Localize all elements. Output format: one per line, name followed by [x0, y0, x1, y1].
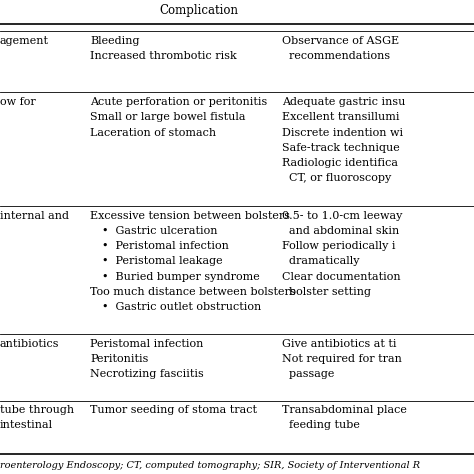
- Text: antibiotics: antibiotics: [0, 339, 60, 349]
- Text: Observance of ASGE: Observance of ASGE: [282, 36, 399, 46]
- Text: Radiologic identifica: Radiologic identifica: [282, 158, 398, 168]
- Text: Peritonitis: Peritonitis: [90, 354, 148, 364]
- Text: feeding tube: feeding tube: [282, 420, 360, 430]
- Text: intestinal: intestinal: [0, 420, 53, 430]
- Text: Discrete indention wi: Discrete indention wi: [282, 128, 403, 137]
- Text: Adequate gastric insu: Adequate gastric insu: [282, 97, 405, 107]
- Text: CT, or fluoroscopy: CT, or fluoroscopy: [282, 173, 391, 183]
- Text: Peristomal infection: Peristomal infection: [90, 339, 203, 349]
- Text: •  Gastric outlet obstruction: • Gastric outlet obstruction: [102, 302, 261, 312]
- Text: Too much distance between bolsters: Too much distance between bolsters: [90, 287, 296, 297]
- Text: 0.5- to 1.0-cm leeway: 0.5- to 1.0-cm leeway: [282, 211, 402, 221]
- Text: and abdominal skin: and abdominal skin: [282, 226, 399, 236]
- Text: Necrotizing fasciitis: Necrotizing fasciitis: [90, 369, 204, 379]
- Text: Tumor seeding of stoma tract: Tumor seeding of stoma tract: [90, 405, 257, 415]
- Text: Excellent transillumi: Excellent transillumi: [282, 112, 400, 122]
- Text: Small or large bowel fistula: Small or large bowel fistula: [90, 112, 246, 122]
- Text: Follow periodically i: Follow periodically i: [282, 241, 395, 251]
- Text: Safe-track technique: Safe-track technique: [282, 143, 400, 153]
- Text: •  Peristomal infection: • Peristomal infection: [102, 241, 229, 251]
- Text: roenterology Endoscopy; CT, computed tomography; SIR, Society of Interventional : roenterology Endoscopy; CT, computed tom…: [0, 461, 420, 470]
- Text: bolster setting: bolster setting: [282, 287, 371, 297]
- Text: passage: passage: [282, 369, 334, 379]
- Text: Bleeding: Bleeding: [90, 36, 139, 46]
- Text: •  Gastric ulceration: • Gastric ulceration: [102, 226, 218, 236]
- Text: Acute perforation or peritonitis: Acute perforation or peritonitis: [90, 97, 267, 107]
- Text: internal and: internal and: [0, 211, 69, 221]
- Text: Not required for tran: Not required for tran: [282, 354, 402, 364]
- Text: dramatically: dramatically: [282, 256, 360, 266]
- Text: Complication: Complication: [160, 4, 238, 17]
- Text: Increased thrombotic risk: Increased thrombotic risk: [90, 51, 237, 61]
- Text: Transabdominal place: Transabdominal place: [282, 405, 407, 415]
- Text: recommendations: recommendations: [282, 51, 390, 61]
- Text: Give antibiotics at ti: Give antibiotics at ti: [282, 339, 397, 349]
- Text: agement: agement: [0, 36, 49, 46]
- Text: Laceration of stomach: Laceration of stomach: [90, 128, 216, 137]
- Text: Clear documentation: Clear documentation: [282, 272, 401, 282]
- Text: •  Buried bumper syndrome: • Buried bumper syndrome: [102, 272, 260, 282]
- Text: tube through: tube through: [0, 405, 74, 415]
- Text: •  Peristomal leakage: • Peristomal leakage: [102, 256, 222, 266]
- Text: ow for: ow for: [0, 97, 36, 107]
- Text: Excessive tension between bolsters: Excessive tension between bolsters: [90, 211, 290, 221]
